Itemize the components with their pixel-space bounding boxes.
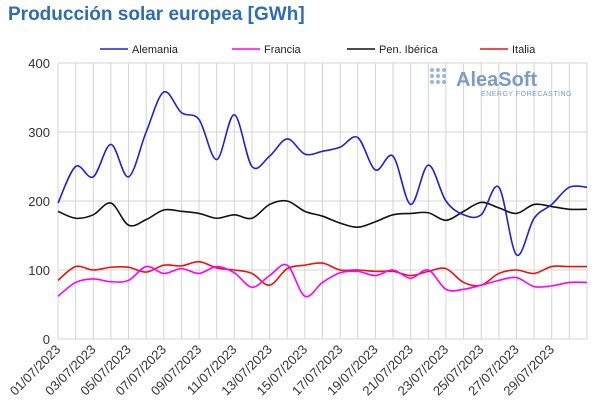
logo-dot	[442, 80, 446, 84]
series-line-alemania	[57, 90, 588, 256]
series-line-italia	[57, 260, 587, 287]
logo-dot	[436, 74, 440, 78]
legend-label-pen-ib-rica: Pen. Ibérica	[379, 44, 439, 56]
series-line-pen-ib-rica	[57, 199, 588, 229]
legend-label-francia: Francia	[264, 44, 302, 56]
y-tick-label: 300	[28, 125, 50, 140]
grid	[57, 62, 588, 340]
logo-dot	[436, 80, 440, 84]
series-line-francia	[57, 263, 588, 298]
logo-subtext: ENERGY FORECASTING	[481, 91, 572, 98]
legend: Alemania Francia Pen. Ibérica Italia	[100, 44, 536, 56]
logo-dot	[430, 74, 434, 78]
axes: 010020030040001/07/202303/07/202305/07/2…	[7, 56, 557, 398]
y-tick-label: 100	[28, 263, 50, 278]
logo-text: AleaSoft	[456, 69, 537, 91]
y-tick-label: 200	[28, 194, 50, 209]
logo-dot	[436, 68, 440, 72]
logo-dot	[430, 68, 434, 72]
logo-dot	[430, 80, 434, 84]
chart-title: Producción solar europea [GWh]	[8, 4, 305, 25]
legend-label-alemania: Alemania	[132, 44, 179, 56]
legend-label-italia: Italia	[512, 44, 536, 56]
series-group	[57, 90, 588, 298]
logo-dot	[442, 68, 446, 72]
y-tick-label: 400	[28, 56, 50, 71]
y-tick-label: 0	[43, 332, 50, 347]
logo-dot	[442, 74, 446, 78]
